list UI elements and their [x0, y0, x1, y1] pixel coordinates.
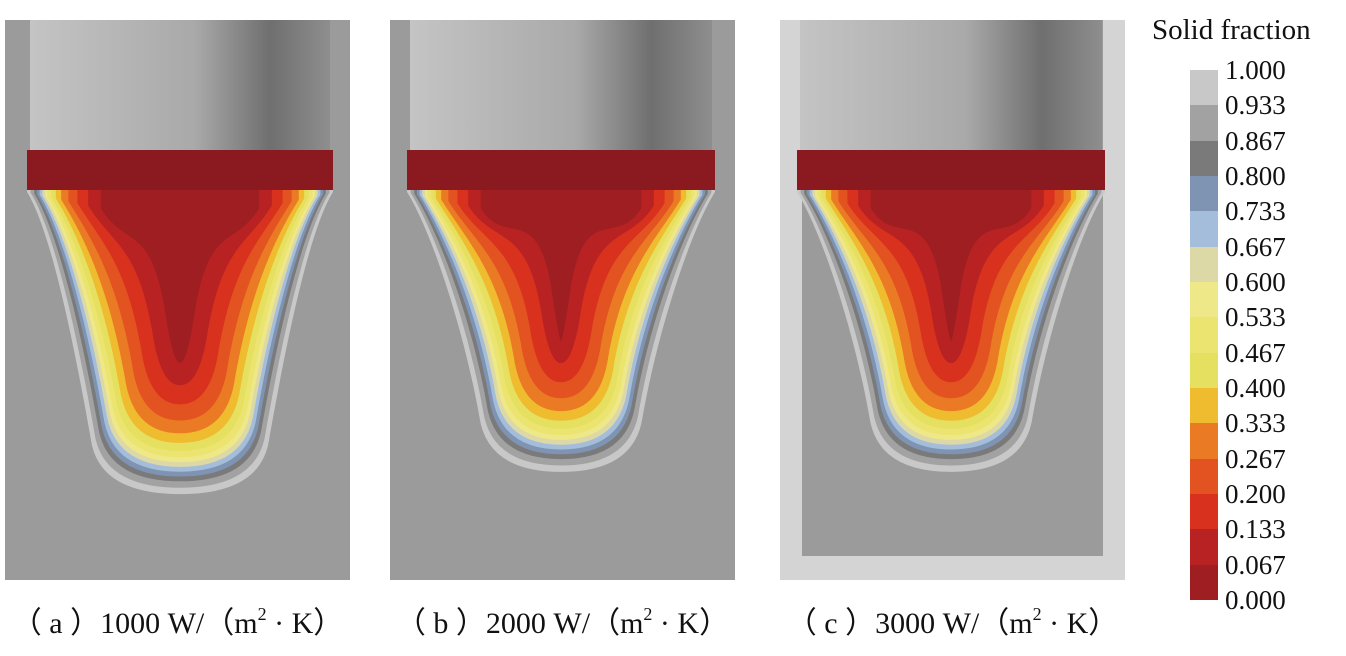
solid-fraction-contour [100, 150, 260, 363]
caption-a-exponent: 2 [257, 604, 267, 624]
liquid-pool-top [407, 150, 715, 190]
caption-c-prefix: （ c ）3000 W/（m [786, 607, 1033, 640]
legend-tick-label: 0.667 [1225, 231, 1286, 262]
legend-tick-label: 0.000 [1225, 585, 1286, 615]
caption-c: （ c ）3000 W/（m2 · K） [780, 598, 1125, 642]
legend-color-swatch [1190, 105, 1218, 142]
legend-colorbar [1190, 70, 1218, 601]
legend-tick-label: 0.200 [1225, 479, 1286, 509]
legend-tick-label: 0.867 [1225, 125, 1286, 156]
melt-pool-figure [780, 20, 1125, 580]
legend-tick-label: 0.600 [1225, 267, 1286, 297]
legend-color-swatch [1190, 317, 1218, 354]
legend-color-swatch [1190, 423, 1218, 460]
legend-color-swatch [1190, 564, 1218, 601]
legend-tick-label: 0.067 [1225, 549, 1286, 580]
panel-b [390, 20, 735, 580]
caption-b-exponent: 2 [643, 604, 653, 624]
caption-a-suffix: · K） [266, 607, 344, 640]
legend-title: Solid fraction [1152, 14, 1311, 46]
caption-c-exponent: 2 [1032, 604, 1042, 624]
legend-color-swatch [1190, 211, 1218, 248]
legend-tick-label: 0.533 [1225, 302, 1286, 333]
caption-a-prefix: （ a ）1000 W/（m [11, 607, 258, 640]
legend-tick-label: 0.267 [1225, 443, 1286, 474]
legend-color-swatch [1190, 458, 1218, 495]
legend-color-swatch [1190, 140, 1218, 177]
electrode-cylinder [30, 20, 330, 152]
caption-b-prefix: （ b ）2000 W/（m [395, 607, 644, 640]
legend-color-swatch [1190, 176, 1218, 212]
legend-color-swatch [1190, 282, 1218, 318]
caption-b: （ b ）2000 W/（m2 · K） [390, 598, 735, 642]
legend-color-swatch [1190, 494, 1218, 530]
legend-tick-label: 0.133 [1225, 514, 1286, 545]
melt-pool-figure [5, 20, 350, 580]
liquid-pool-top [27, 150, 333, 190]
caption-c-suffix: · K） [1041, 607, 1119, 640]
legend-tick-label: 0.400 [1225, 373, 1286, 403]
electrode-cylinder [410, 20, 712, 152]
legend-color-swatch [1190, 246, 1218, 283]
legend-color-swatch [1190, 70, 1218, 106]
solid-fraction-contour [870, 150, 1032, 341]
caption-a: （ a ）1000 W/（m2 · K） [5, 598, 350, 642]
melt-pool-figure [390, 20, 735, 580]
electrode-cylinder [800, 20, 1102, 152]
legend-color-swatch [1190, 388, 1218, 424]
legend-tick-label: 0.733 [1225, 196, 1286, 227]
legend-tick-label: 0.800 [1225, 161, 1286, 191]
liquid-pool-top [797, 150, 1105, 190]
solid-fraction-contour [480, 150, 642, 341]
legend-tick-label: 1.000 [1225, 55, 1286, 85]
legend-tick-label: 0.467 [1225, 337, 1286, 368]
legend-tick-label: 0.333 [1225, 408, 1286, 439]
legend-tick-label: 0.933 [1225, 90, 1286, 121]
caption-b-suffix: · K） [652, 607, 730, 640]
panel-c [780, 20, 1125, 580]
legend-color-swatch [1190, 352, 1218, 389]
panel-a [5, 20, 350, 580]
legend-color-swatch [1190, 529, 1218, 566]
